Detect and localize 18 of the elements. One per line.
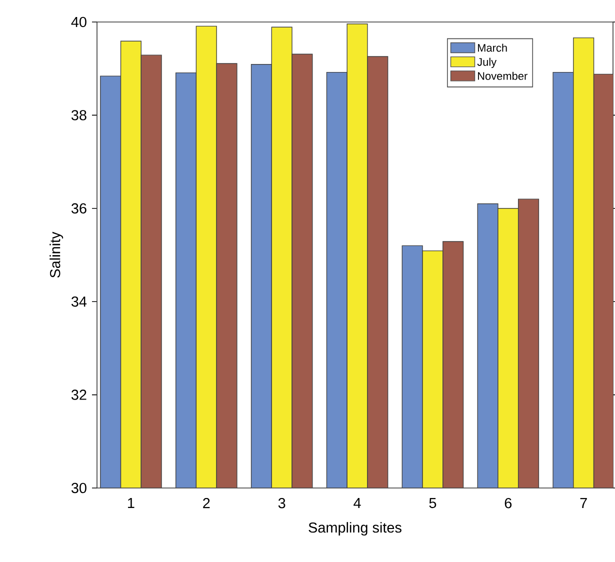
x-tick-label: 4 (354, 498, 361, 508)
y-axis-title: Salinity (50, 232, 64, 278)
y-tick-label: 36 (71, 203, 86, 214)
y-tick-label: 30 (71, 482, 86, 494)
x-tick-label: 1 (128, 498, 134, 508)
x-tick-label: 7 (580, 498, 587, 508)
legend-label: November (478, 72, 528, 80)
legend-label: March (478, 44, 507, 52)
y-tick-label: 40 (71, 16, 86, 28)
x-tick-label: 3 (278, 498, 286, 508)
x-tick-label: 2 (203, 498, 210, 508)
x-tick-label: 5 (429, 498, 436, 508)
legend-label: July (477, 58, 497, 68)
x-tick-label: 6 (504, 498, 512, 508)
y-tick-label: 38 (71, 110, 86, 120)
y-tick-label: 32 (71, 390, 86, 400)
x-axis-title: Sampling sites (308, 522, 402, 536)
y-tick-label: 34 (71, 296, 87, 307)
